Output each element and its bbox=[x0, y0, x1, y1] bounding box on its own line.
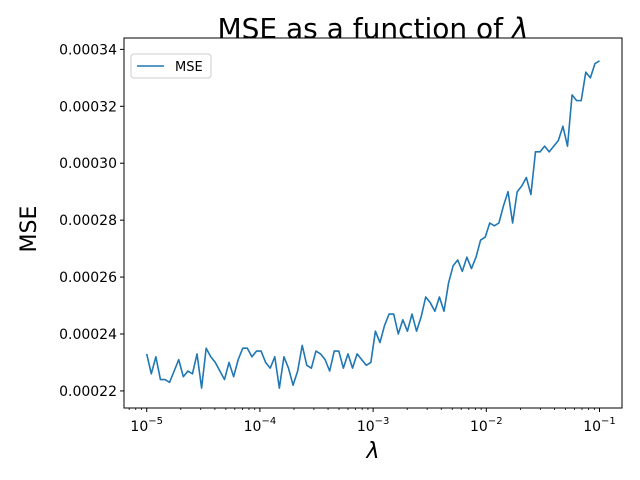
y-tick-label: 0.00022 bbox=[59, 384, 117, 400]
series-lines bbox=[145, 60, 600, 389]
x-tick-base: 10 bbox=[583, 419, 601, 435]
x-tick-label: 10−2 bbox=[470, 416, 503, 435]
y-axis-ticks: 0.00022 0.00024 0.00026 0.00028 0.00030 0.000… bbox=[59, 42, 124, 400]
x-tick-exponent: −3 bbox=[375, 416, 390, 427]
y-tick-label: 0.00028 bbox=[59, 213, 117, 229]
legend-label-mse: MSE bbox=[175, 60, 203, 75]
x-tick-label: 10−5 bbox=[130, 416, 163, 435]
legend: MSE bbox=[130, 53, 212, 79]
x-tick-base: 10 bbox=[470, 419, 488, 435]
y-tick-label: 0.00026 bbox=[59, 270, 117, 286]
x-tick-base: 10 bbox=[357, 419, 375, 435]
legend-box bbox=[130, 53, 212, 79]
chart-title-symbol: λ bbox=[510, 12, 529, 45]
x-tick-label: 10−1 bbox=[583, 416, 616, 435]
x-tick-exponent: −1 bbox=[601, 416, 616, 427]
x-tick-base: 10 bbox=[244, 419, 262, 435]
y-tick-label: 0.00032 bbox=[59, 99, 117, 115]
y-tick-label: 0.00034 bbox=[59, 42, 117, 58]
y-axis-label: MSE bbox=[17, 206, 42, 253]
x-tick-exponent: −2 bbox=[488, 416, 503, 427]
x-axis-ticks: 10−5 10−4 10−3 10−2 10−1 bbox=[128, 408, 616, 435]
x-tick-label: 10−3 bbox=[357, 416, 390, 435]
x-tick-base: 10 bbox=[130, 419, 148, 435]
series-line-mse bbox=[145, 60, 600, 389]
y-tick-label: 0.00030 bbox=[59, 156, 117, 172]
y-tick-label: 0.00024 bbox=[59, 327, 117, 343]
x-tick-label: 10−4 bbox=[244, 416, 277, 435]
x-axis-label: λ bbox=[365, 439, 379, 464]
x-tick-exponent: −4 bbox=[261, 416, 276, 427]
plot-frame bbox=[123, 37, 623, 409]
x-tick-exponent: −5 bbox=[148, 416, 163, 427]
